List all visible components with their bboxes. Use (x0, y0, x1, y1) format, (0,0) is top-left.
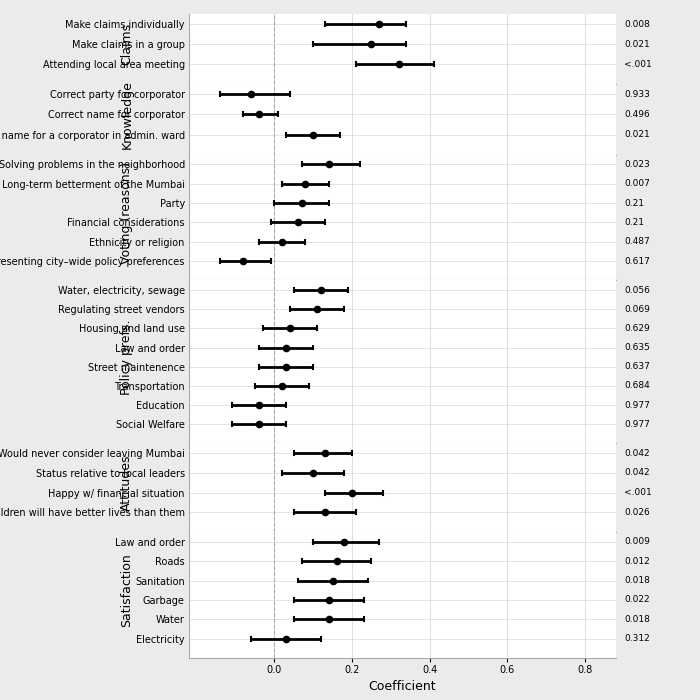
Text: <.001: <.001 (624, 60, 652, 69)
Text: 0.012: 0.012 (624, 556, 650, 566)
Text: Satisfaction: Satisfaction (120, 554, 134, 627)
Text: 0.042: 0.042 (624, 468, 650, 477)
Text: 0.021: 0.021 (624, 40, 650, 48)
Text: Claims: Claims (120, 23, 134, 65)
Text: 0.487: 0.487 (624, 237, 650, 246)
Text: 0.018: 0.018 (624, 615, 650, 624)
Text: 0.635: 0.635 (624, 343, 650, 352)
Text: 0.042: 0.042 (624, 449, 650, 458)
Text: 0.022: 0.022 (624, 596, 650, 604)
Text: 0.933: 0.933 (624, 90, 650, 99)
Text: 0.21: 0.21 (624, 218, 644, 227)
Text: 0.977: 0.977 (624, 400, 650, 410)
Text: 0.496: 0.496 (624, 110, 650, 119)
Text: 0.026: 0.026 (624, 508, 650, 517)
Text: <.001: <.001 (624, 488, 652, 497)
Text: 0.617: 0.617 (624, 257, 650, 265)
Text: 0.007: 0.007 (624, 179, 650, 188)
Text: 0.008: 0.008 (624, 20, 650, 29)
Text: 0.069: 0.069 (624, 304, 650, 314)
Text: 0.21: 0.21 (624, 199, 644, 207)
Text: 0.684: 0.684 (624, 382, 650, 391)
Text: Voting (reasons): Voting (reasons) (120, 162, 134, 264)
Text: 0.637: 0.637 (624, 362, 650, 371)
Text: Policy prefs.: Policy prefs. (120, 319, 134, 395)
Text: 0.629: 0.629 (624, 324, 650, 333)
Text: 0.021: 0.021 (624, 130, 650, 139)
Text: 0.056: 0.056 (624, 286, 650, 295)
X-axis label: Coefficient: Coefficient (369, 680, 436, 694)
Text: 0.312: 0.312 (624, 634, 650, 643)
Text: 0.023: 0.023 (624, 160, 650, 169)
Text: 0.977: 0.977 (624, 420, 650, 428)
Text: Attitudes: Attitudes (120, 454, 134, 511)
Text: 0.018: 0.018 (624, 576, 650, 585)
Text: Knowledge: Knowledge (120, 80, 134, 149)
Text: 0.009: 0.009 (624, 538, 650, 546)
